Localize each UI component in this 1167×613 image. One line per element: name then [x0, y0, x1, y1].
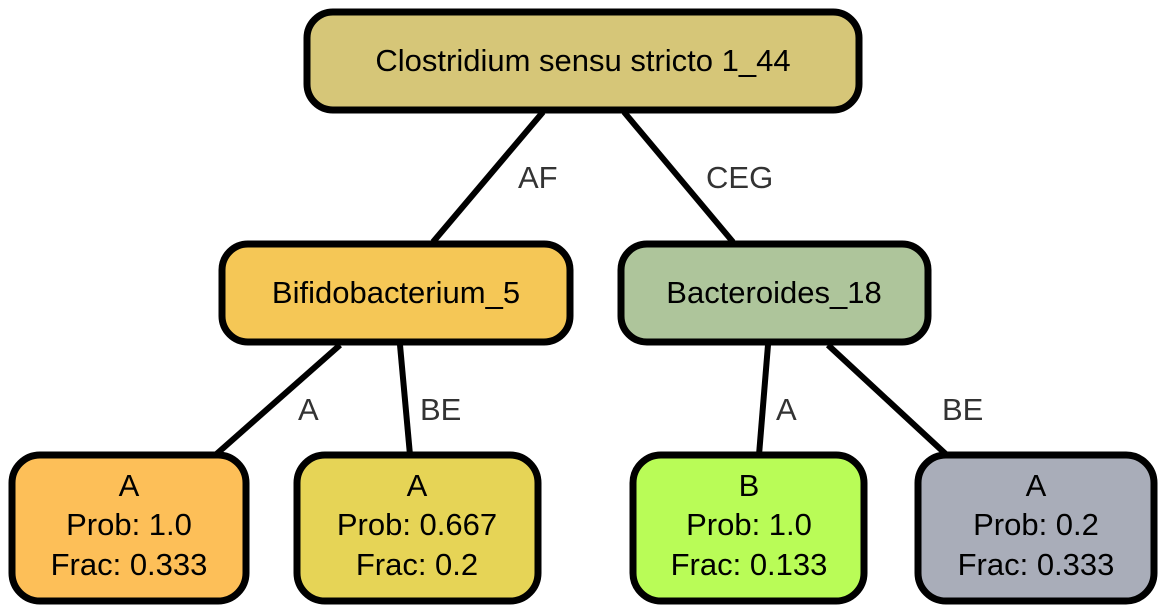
- edge-label-right-leaf3: A: [776, 392, 797, 427]
- edge-right-leaf3: [756, 344, 771, 456]
- node-root-box: [303, 8, 863, 114]
- node-right-box: [617, 240, 932, 346]
- leaf-node-1-prob: Prob: 1.0: [66, 507, 192, 542]
- leaf-node-1-box: [8, 451, 250, 605]
- edge-label-left-leaf2: BE: [420, 392, 461, 427]
- edge-right-leaf4: [825, 342, 953, 461]
- leaf-node-4-box: [914, 451, 1158, 605]
- leaf-node-2-frac: Frac: 0.2: [356, 547, 478, 582]
- edge-left-leaf2: [397, 344, 413, 456]
- node-left: Bifidobacterium_5: [218, 240, 574, 346]
- node-left-title: Bifidobacterium_5: [272, 275, 520, 310]
- edge-root-left: [430, 110, 546, 244]
- leaf-node-3-prob: Prob: 1.0: [686, 507, 812, 542]
- leaf-node-4-prob: Prob: 0.2: [973, 507, 1099, 542]
- edges: [210, 110, 953, 461]
- leaf-node-3: B Prob: 1.0 Frac: 0.133: [629, 451, 868, 605]
- edge-label-root-left: AF: [518, 160, 558, 195]
- leaf-node-3-title: B: [739, 468, 760, 503]
- node-left-box: [218, 240, 574, 346]
- edge-root-right: [621, 110, 736, 244]
- node-right-title: Bacteroides_18: [666, 275, 881, 310]
- leaf-node-2: A Prob: 0.667 Frac: 0.2: [293, 451, 542, 605]
- leaf-node-3-box: [629, 451, 868, 605]
- leaf-node-4-frac: Frac: 0.333: [958, 547, 1115, 582]
- edge-label-left-leaf1: A: [298, 392, 319, 427]
- leaf-node-2-title: A: [407, 468, 428, 503]
- leaf-node-1-frac: Frac: 0.333: [51, 547, 208, 582]
- leaf-node-2-prob: Prob: 0.667: [337, 507, 497, 542]
- leaf-node-2-box: [293, 451, 542, 605]
- leaf-node-4-title: A: [1026, 468, 1047, 503]
- edge-labels: AF CEG A BE A BE: [298, 160, 983, 427]
- leaf-node-4: A Prob: 0.2 Frac: 0.333: [914, 451, 1158, 605]
- edge-label-root-right: CEG: [706, 160, 773, 195]
- edge-label-right-leaf4: BE: [942, 392, 983, 427]
- node-root-title: Clostridium sensu stricto 1_44: [375, 43, 790, 78]
- leaf-node-1-title: A: [119, 468, 140, 503]
- node-right: Bacteroides_18: [617, 240, 932, 346]
- node-root: Clostridium sensu stricto 1_44: [303, 8, 863, 114]
- edge-left-leaf1: [210, 342, 342, 461]
- leaf-node-1: A Prob: 1.0 Frac: 0.333: [8, 451, 250, 605]
- leaf-node-3-frac: Frac: 0.133: [671, 547, 828, 582]
